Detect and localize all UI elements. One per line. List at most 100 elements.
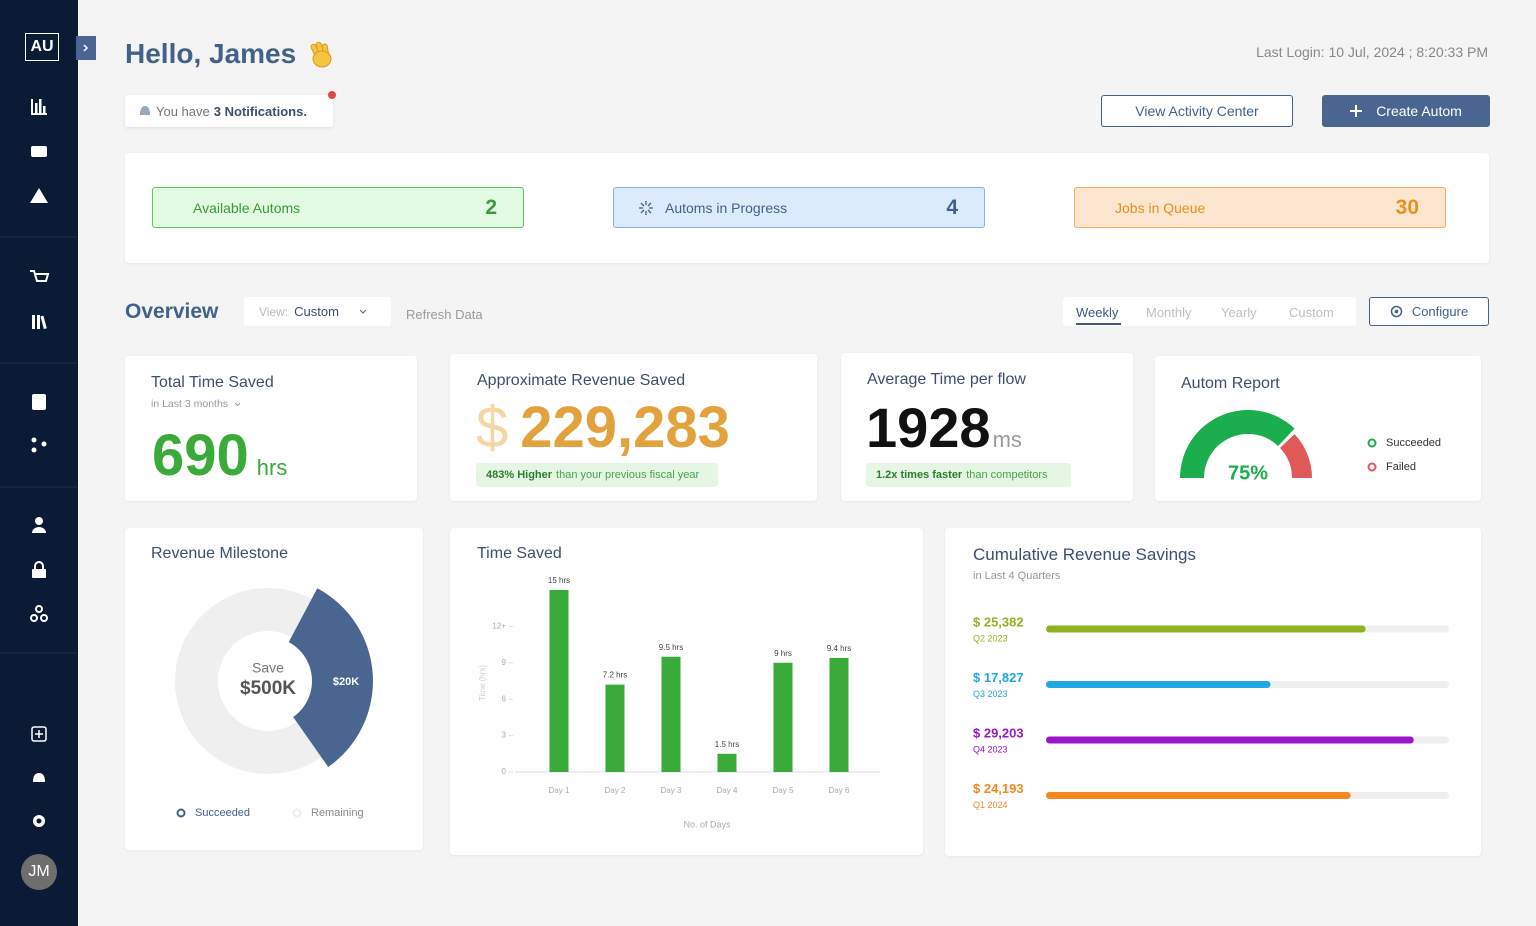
nav-icon[interactable]: [32, 561, 46, 578]
card-title: Approximate Revenue Saved: [477, 372, 686, 389]
legend-label: Succeeded: [195, 807, 250, 819]
card-title: Total Time Saved: [151, 374, 274, 391]
legend-label: Remaining: [311, 807, 364, 819]
tab[interactable]: Yearly: [1221, 305, 1257, 320]
bar-chart: 0 3 6 9 12+ 15 hrs Day 1 7.2 hrs Day 2 9.5 hrs Day…: [478, 576, 880, 829]
progress-bar: [1046, 736, 1414, 744]
chart-title: Cumulative Revenue Savings: [973, 545, 1197, 564]
progress-bar: [1046, 792, 1351, 799]
nav-icon[interactable]: [33, 815, 45, 827]
metric-unit: hrs: [256, 455, 288, 480]
tab[interactable]: Weekly: [1076, 305, 1119, 320]
nav-icon[interactable]: [31, 99, 47, 115]
refresh-link[interactable]: Refresh Data: [406, 307, 483, 322]
value-label: $ 25,382: [973, 614, 1024, 629]
currency: $: [476, 395, 509, 460]
x-tick-label: Day 2: [605, 786, 626, 795]
bar-label: 9.4 hrs: [827, 644, 851, 653]
bar-label: 9.5 hrs: [659, 643, 683, 652]
period-label: Q1 2024: [973, 800, 1008, 810]
tab[interactable]: Monthly: [1146, 305, 1192, 320]
nav-icon[interactable]: [31, 437, 47, 453]
view-dropdown[interactable]: View: Custom: [244, 297, 391, 326]
gauge-chart: 75% Succeeded Failed: [1180, 410, 1441, 484]
configure-button[interactable]: Configure: [1369, 297, 1489, 326]
average-time-card: Average Time per flow 1928 ms 1.2x times…: [841, 353, 1133, 501]
nav-icon[interactable]: [30, 270, 50, 282]
tab[interactable]: Custom: [1289, 305, 1334, 320]
metric-value: 229,283: [520, 395, 730, 460]
chart-subtitle: in Last 4 Quarters: [973, 570, 1061, 582]
button-label: Configure: [1411, 304, 1469, 319]
nav-icon[interactable]: [30, 188, 48, 203]
dropdown-value: Custom: [294, 304, 339, 319]
donut-center-value: $500K: [240, 678, 296, 699]
stat-box[interactable]: Automs in Progress 4: [613, 187, 985, 228]
tab-underline: [1076, 323, 1121, 325]
nav-icon[interactable]: [32, 394, 46, 410]
y-axis-title: Time (hrs): [478, 665, 487, 701]
notification-text: You have: [156, 103, 210, 119]
stat-label: Jobs in Queue: [1115, 199, 1206, 216]
greeting: Hello, James: [125, 38, 297, 69]
bar: [549, 590, 569, 772]
sidebar-icons: [0, 99, 78, 827]
x-tick-label: Day 1: [549, 786, 570, 795]
badge: 1.2x times faster than competitors: [866, 463, 1071, 487]
revenue-milestone-card: Revenue Milestone Save $500K $20K Succee…: [125, 528, 423, 850]
bar-label: 1.5 hrs: [715, 740, 739, 749]
gauge-remainder: [1280, 434, 1312, 478]
value-label: $ 17,827: [973, 670, 1024, 685]
notification-pill[interactable]: You have 3 Notifications.: [125, 95, 333, 127]
donut-caption: Save: [252, 660, 284, 676]
card-title: Revenue Milestone: [151, 545, 288, 562]
revenue-card: Approximate Revenue Saved $ 229,283 483%…: [450, 354, 817, 501]
x-tick-label: Day 3: [661, 786, 682, 795]
nav-icon[interactable]: [32, 517, 46, 533]
nav-icon[interactable]: [31, 146, 47, 157]
chevron-icon: [83, 44, 89, 52]
card-title: Autom Report: [1181, 375, 1280, 392]
nav-icon[interactable]: [33, 773, 45, 782]
bar: [829, 657, 849, 772]
wave-icon: [310, 41, 332, 68]
time-saved-card: Time Saved 0 3 6 9 12+ 15 hrs Day 1 7.2 hrs Day …: [450, 528, 923, 855]
bar: [605, 684, 625, 772]
notification-count: 3 Notifications.: [213, 103, 307, 119]
view-activity-button[interactable]: View Activity Center: [1101, 95, 1293, 127]
progress-bar: [1046, 625, 1366, 633]
nav-icon[interactable]: [32, 315, 47, 330]
bar-label: 7.2 hrs: [603, 671, 627, 680]
card-title: Average Time per flow: [867, 371, 1026, 388]
gear-icon: [1390, 305, 1403, 318]
metric-value: 690: [152, 423, 249, 488]
stat-value: 30: [1395, 195, 1419, 219]
metric-value: 1928: [866, 396, 991, 459]
logo[interactable]: AU: [25, 33, 59, 61]
spinner-icon: [639, 200, 653, 215]
chevron-icon: [359, 309, 367, 314]
nav-icon[interactable]: [30, 605, 48, 622]
milestone-donut: Save $500K $20K Succeeded Remaining: [175, 588, 373, 819]
sidebar-toggle[interactable]: [76, 36, 96, 60]
create-autom-button[interactable]: Create Autom: [1322, 95, 1490, 127]
x-tick-label: Day 5: [773, 786, 794, 795]
legend-marker: [1367, 462, 1377, 472]
y-tick-label: 6: [502, 694, 507, 703]
legend-marker: [292, 808, 302, 818]
stat-box[interactable]: Available Automs 2: [152, 187, 524, 228]
y-tick-label: 12+: [492, 622, 506, 631]
dropdown-label: View:: [259, 304, 289, 319]
period-select[interactable]: in Last 3 months: [151, 398, 241, 410]
bell-icon: [140, 106, 150, 115]
donut-segment: [288, 588, 373, 767]
progress-bar: [1046, 681, 1271, 688]
nav-icon[interactable]: [31, 726, 47, 742]
stat-box[interactable]: Jobs in Queue 30: [1074, 187, 1446, 228]
period-tabs: Weekly Monthly Yearly Custom: [1063, 297, 1356, 326]
avatar[interactable]: JM: [21, 854, 57, 890]
segment-label: $20K: [333, 676, 359, 688]
legend-label: Failed: [1386, 461, 1416, 473]
section-title: Overview: [125, 300, 219, 323]
